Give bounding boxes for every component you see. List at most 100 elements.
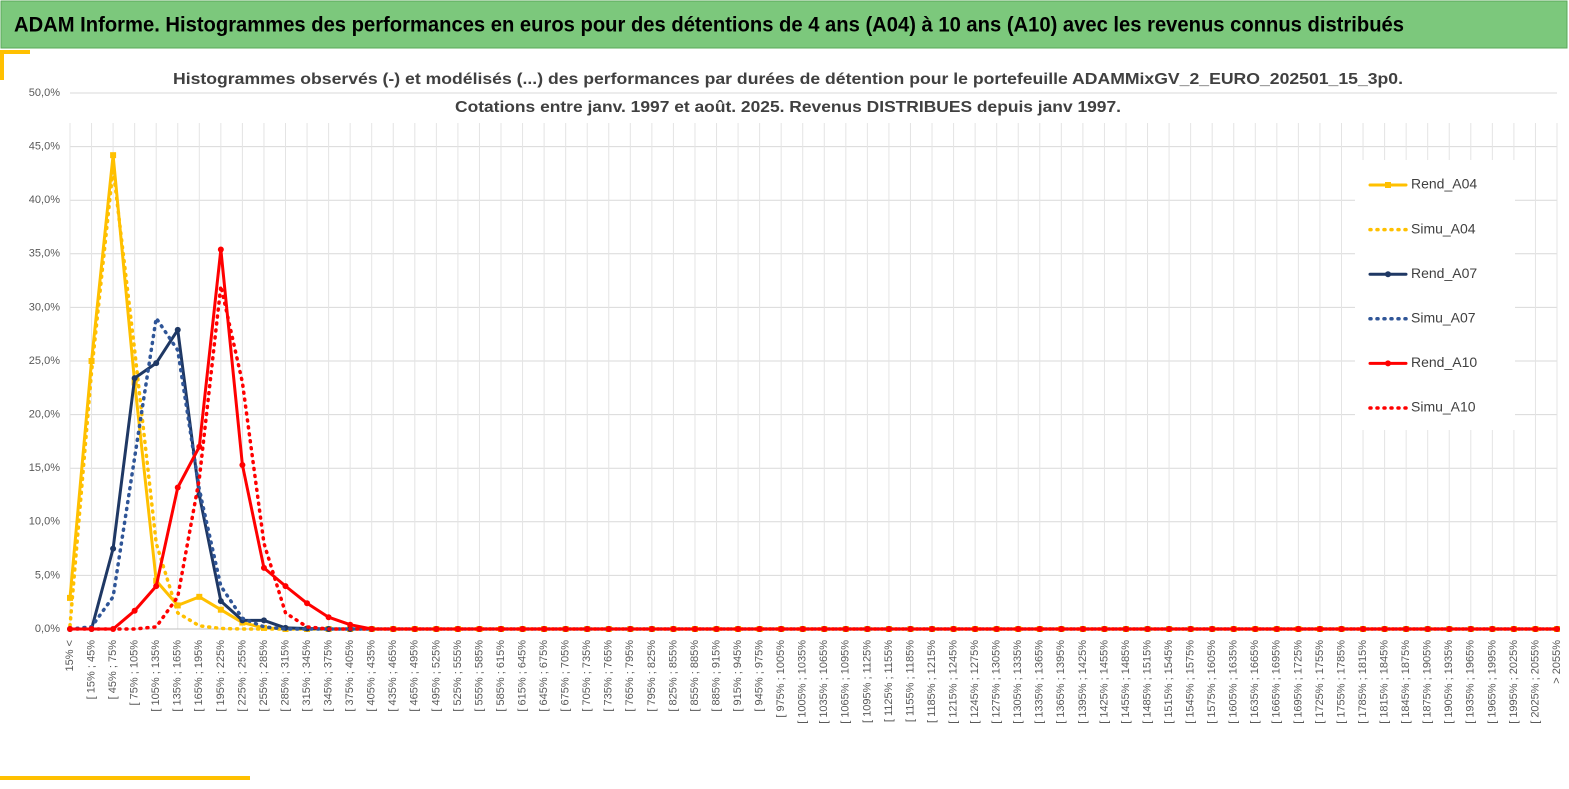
header-title: ADAM Informe. Histogrammes des performan… [14, 14, 1404, 37]
x-tick-label: > 2055% [1551, 640, 1563, 684]
x-tick-label: [ 1755% ; 1785% [1335, 640, 1347, 724]
marker [217, 606, 224, 613]
x-tick-label: [ 1125% ; 1155% [883, 640, 895, 722]
y-tick-label: 10,0% [29, 516, 60, 528]
marker [778, 626, 785, 632]
x-tick-label: [ 15% ; 45% [85, 640, 97, 700]
marker [304, 600, 311, 607]
x-tick-label: [ 855% ; 885% [689, 640, 701, 712]
legend-label: Simu_A04 [1411, 220, 1476, 236]
x-tick-label: [ 315% ; 345% [301, 640, 313, 712]
x-tick-label: [ 1875% ; 1905% [1422, 640, 1434, 724]
x-tick-label: [ 945% ; 975% [754, 640, 766, 712]
y-tick-label: 40,0% [29, 194, 60, 206]
marker [347, 621, 354, 628]
x-tick-label: [ 645% ; 675% [538, 640, 550, 712]
x-tick-label: [ 375% ; 405% [344, 640, 356, 712]
x-tick-label: [ 1905% ; 1935% [1443, 640, 1455, 724]
marker [131, 375, 138, 382]
x-tick-label: [ 1185% ; 1215% [926, 640, 938, 723]
x-tick-label: [ 1605% ; 1635% [1228, 640, 1240, 724]
x-tick-label: [ 165% ; 195% [193, 640, 205, 712]
x-tick-label: [ 1665% ; 1695% [1271, 640, 1283, 724]
marker [196, 443, 203, 450]
marker [1295, 626, 1302, 632]
legend-label: Simu_A07 [1411, 310, 1476, 326]
x-tick-label: [ 1035% ; 1065% [818, 640, 830, 724]
y-tick-label: 30,0% [29, 301, 60, 313]
marker [325, 614, 332, 621]
legend-label: Rend_A10 [1411, 354, 1477, 370]
legend-label: Rend_A04 [1411, 176, 1477, 192]
marker [1338, 626, 1345, 632]
x-tick-label: [ 285% ; 315% [279, 640, 291, 712]
x-tick-label: [ 705% ; 735% [581, 640, 593, 712]
x-tick-label: [ 105% ; 135% [150, 640, 162, 712]
chart-title: Histogrammes observés (-) et modélisés (… [173, 71, 1403, 88]
marker [110, 545, 117, 552]
x-tick-label: [ 225% ; 255% [236, 640, 248, 712]
marker [260, 564, 267, 571]
legend-marker [1385, 271, 1391, 278]
x-tick-label: [ 1725% ; 1755% [1314, 640, 1326, 724]
marker [260, 617, 267, 624]
marker [1316, 626, 1323, 632]
marker [498, 626, 505, 632]
x-tick-label: [ 195% ; 225% [215, 640, 227, 712]
x-tick-label: [ 795% ; 825% [646, 640, 658, 712]
y-tick-label: 35,0% [29, 248, 60, 260]
marker [153, 583, 160, 590]
x-tick-label: [ 465% ; 495% [409, 640, 421, 712]
x-tick-label: [ 2025% ; 2055% [1529, 640, 1541, 724]
marker [282, 583, 289, 590]
x-tick-label: [ 1065% ; 1095% [840, 640, 852, 724]
y-tick-label: 20,0% [29, 409, 60, 421]
x-tick-label: [ 525% ; 555% [452, 640, 464, 712]
marker [476, 626, 483, 632]
x-tick-label: [ 1935% ; 1965% [1465, 640, 1477, 724]
x-tick-label: [ 345% ; 375% [323, 640, 335, 712]
series-line [68, 284, 1559, 631]
marker [756, 626, 763, 632]
x-tick-label: [ 825% ; 855% [667, 640, 679, 712]
marker [1058, 626, 1065, 632]
x-tick-label: [ 1095% ; 1125% [861, 640, 873, 723]
marker [110, 152, 117, 159]
marker [217, 598, 224, 605]
x-tick-label: [ 75% ; 105% [129, 640, 141, 706]
x-tick-label: [ 1785% ; 1815% [1357, 640, 1369, 724]
x-tick-label: [ 1155% ; 1185% [904, 640, 916, 722]
x-tick-label: [ 765% ; 795% [624, 640, 636, 712]
x-tick-label: [ 135% ; 165% [172, 640, 184, 712]
x-tick-label: [ 1005% ; 1035% [797, 640, 809, 724]
x-tick-label: [ 1515% ; 1545% [1163, 640, 1175, 724]
marker [174, 484, 181, 491]
x-tick-label: [ 255% ; 285% [258, 640, 270, 712]
x-tick-label: [ 555% ; 585% [473, 640, 485, 712]
x-tick-label: [ 675% ; 705% [560, 640, 572, 712]
marker [196, 593, 203, 600]
y-tick-label: 5,0% [35, 569, 60, 581]
legend-box [1355, 160, 1515, 430]
x-tick-label: [ 975% ; 1005% [775, 640, 787, 718]
marker [217, 246, 224, 253]
marker [174, 326, 181, 333]
x-tick-label: [ 885% ; 915% [710, 640, 722, 712]
x-tick-label: [ 1995% ; 2025% [1508, 640, 1520, 724]
header-bar [0, 0, 1568, 49]
x-tick-label: [ 585% ; 615% [495, 640, 507, 712]
marker [153, 360, 160, 367]
marker [1036, 626, 1043, 632]
x-tick-label: [ 1695% ; 1725% [1292, 640, 1304, 724]
legend-label: Simu_A10 [1411, 399, 1476, 415]
y-tick-label: 25,0% [29, 355, 60, 367]
x-tick-label: [ 435% ; 465% [387, 640, 399, 712]
y-tick-label: 15,0% [29, 462, 60, 474]
x-tick-label: [ 1455% ; 1485% [1120, 640, 1132, 724]
x-tick-label: [ 1215% ; 1245% [947, 640, 959, 724]
chart-subtitle: Cotations entre janv. 1997 et août. 2025… [455, 99, 1121, 116]
corner-decoration [0, 50, 4, 80]
x-tick-label: [ 1305% ; 1335% [1012, 640, 1024, 724]
